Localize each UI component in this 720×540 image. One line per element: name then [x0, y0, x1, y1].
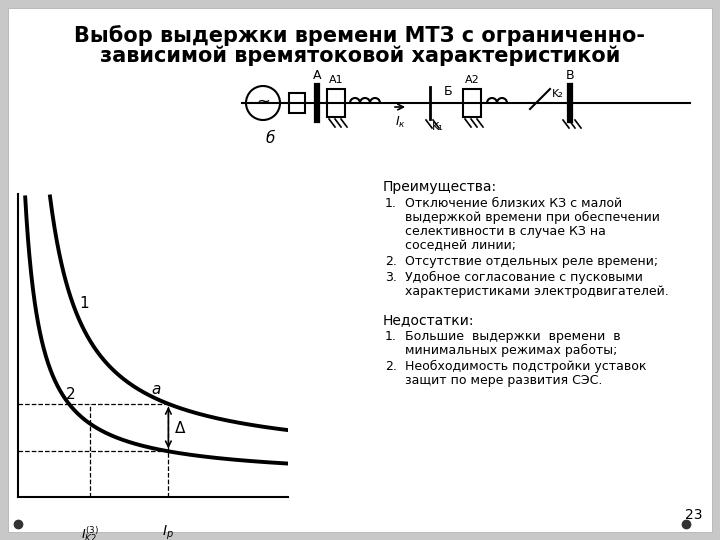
Bar: [327, 89, 345, 117]
Text: 2.: 2.: [385, 360, 397, 373]
Text: A2: A2: [464, 75, 480, 85]
Text: A1: A1: [329, 75, 343, 85]
Text: $\Delta$: $\Delta$: [174, 420, 186, 436]
Text: Выбор выдержки времени МТЗ с ограниченно-: Выбор выдержки времени МТЗ с ограниченно…: [74, 25, 646, 46]
Text: защит по мере развития СЭС.: защит по мере развития СЭС.: [405, 374, 603, 387]
Text: 3.: 3.: [385, 271, 397, 284]
Text: Необходимость подстройки уставок: Необходимость подстройки уставок: [405, 360, 647, 373]
Text: 1.: 1.: [385, 330, 397, 343]
Text: a: a: [151, 382, 161, 396]
Text: 23: 23: [685, 508, 703, 522]
Text: Отсутствие отдельных реле времени;: Отсутствие отдельных реле времени;: [405, 255, 658, 268]
Text: ~: ~: [256, 93, 270, 111]
Text: выдержкой времени при обеспечении: выдержкой времени при обеспечении: [405, 211, 660, 224]
Text: $I_p$: $I_p$: [163, 524, 174, 540]
Text: 2.: 2.: [385, 255, 397, 268]
Text: K₁: K₁: [432, 122, 444, 132]
Text: $I^{(3)}_{K2}$: $I^{(3)}_{K2}$: [81, 524, 99, 540]
Text: B: B: [566, 69, 575, 82]
Text: Удобное согласование с пусковыми: Удобное согласование с пусковыми: [405, 271, 643, 284]
Text: характеристиками электродвигателей.: характеристиками электродвигателей.: [405, 285, 669, 298]
Text: селективности в случае КЗ на: селективности в случае КЗ на: [405, 225, 606, 238]
Text: б: б: [265, 131, 275, 146]
Text: Отключение близких КЗ с малой: Отключение близких КЗ с малой: [405, 197, 622, 210]
Text: 1: 1: [78, 296, 89, 310]
Text: K₂: K₂: [552, 89, 564, 99]
Text: 2: 2: [66, 387, 76, 402]
Text: $I_к$: $I_к$: [395, 115, 405, 130]
Text: зависимой времятоковой характеристикой: зависимой времятоковой характеристикой: [100, 45, 620, 65]
Text: A: A: [312, 69, 321, 82]
Bar: [289, 93, 305, 113]
Text: минимальных режимах работы;: минимальных режимах работы;: [405, 344, 617, 357]
Text: соседней линии;: соседней линии;: [405, 239, 516, 252]
Text: Преимущества:: Преимущества:: [383, 180, 497, 194]
Text: Б: Б: [444, 85, 452, 98]
Bar: [463, 89, 481, 117]
Text: Недостатки:: Недостатки:: [383, 313, 474, 327]
Text: 1.: 1.: [385, 197, 397, 210]
Text: Большие  выдержки  времени  в: Большие выдержки времени в: [405, 330, 621, 343]
